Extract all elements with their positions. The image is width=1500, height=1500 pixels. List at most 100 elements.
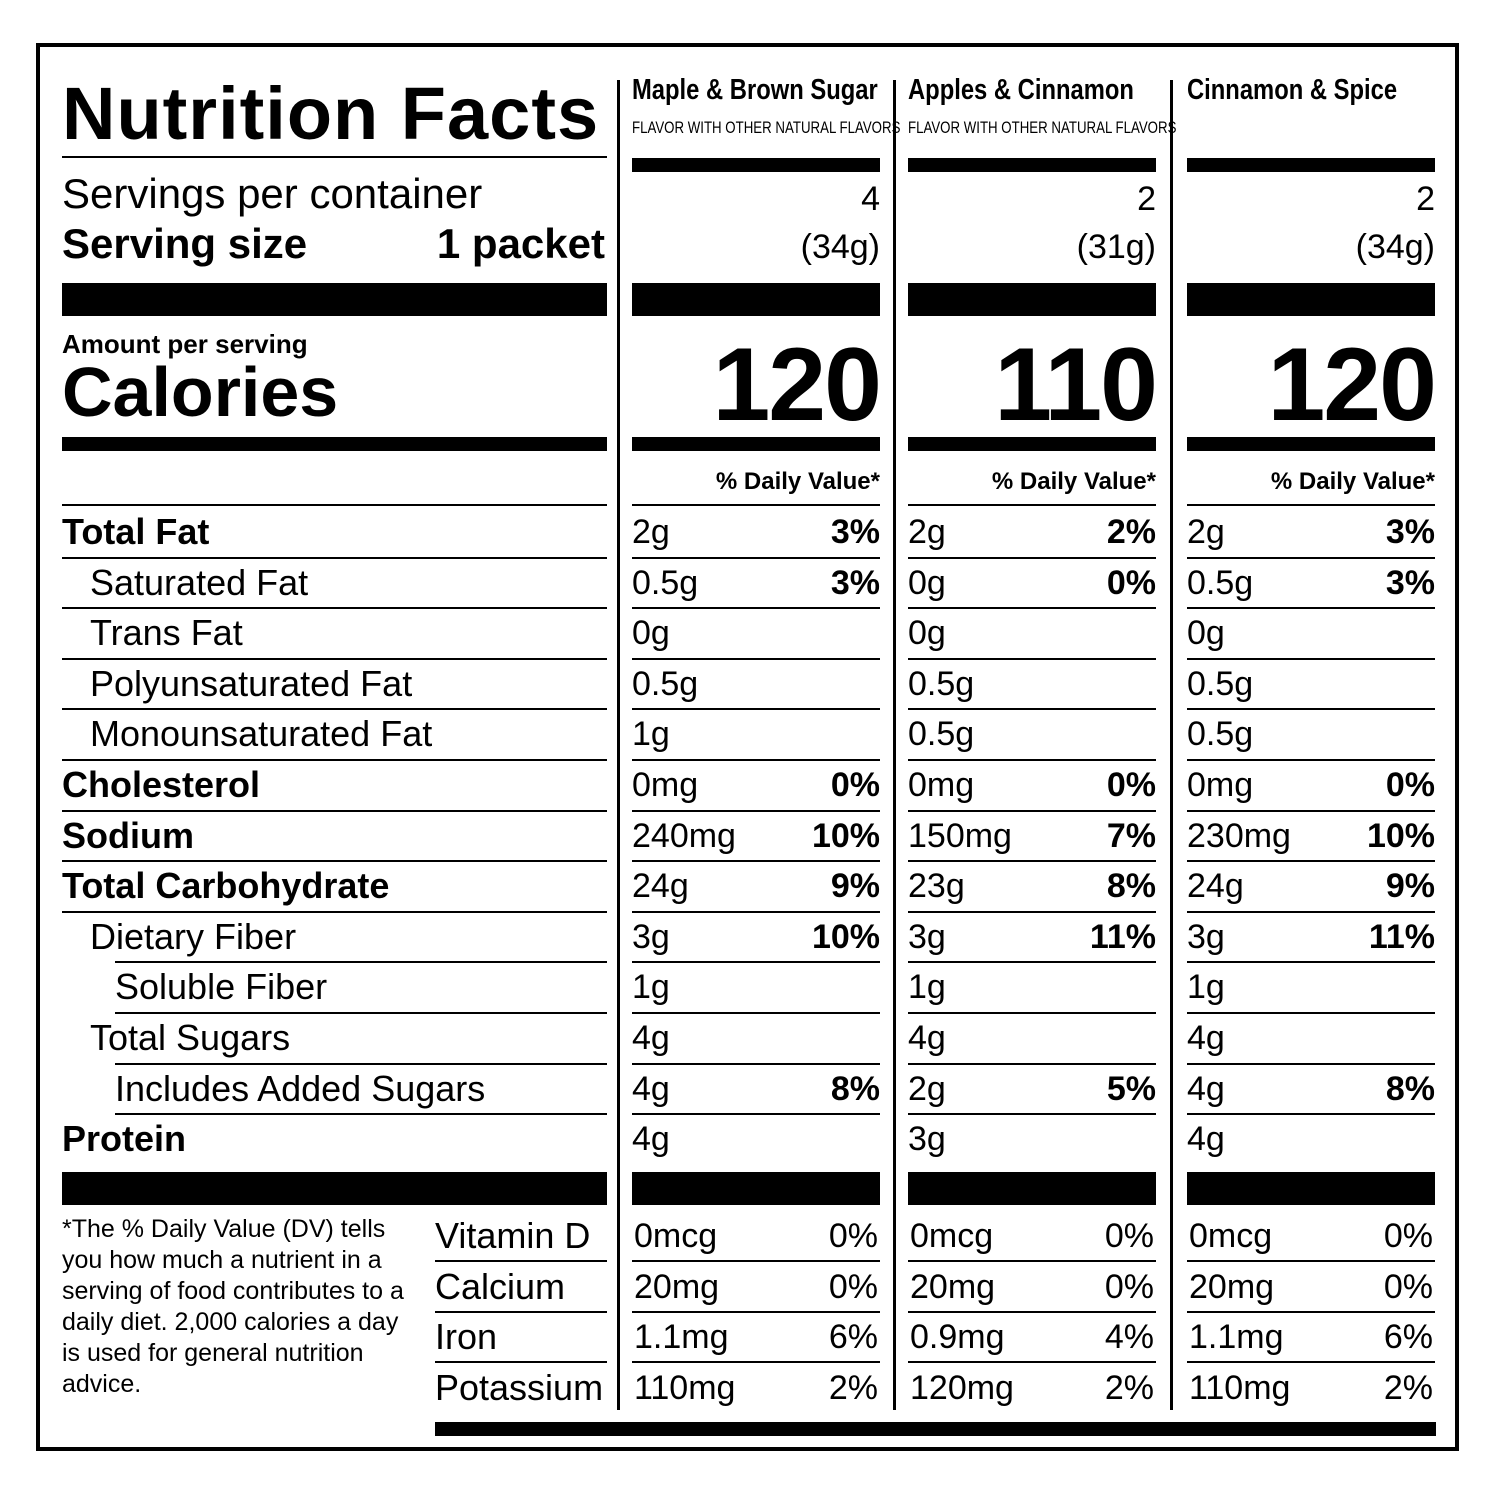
amount-cell: 2g (1187, 513, 1225, 551)
amount-cell: 2g (632, 513, 670, 551)
amount-cell: 4g (632, 1120, 670, 1159)
row-divider (632, 1310, 880, 1313)
row-divider (1187, 1260, 1435, 1262)
vitamin-percent: 0% (828, 1217, 878, 1255)
amount-cell: 0.5g (1187, 563, 1254, 602)
row-divider (632, 708, 880, 711)
row-divider (632, 961, 880, 964)
servings-value: 2 (1416, 180, 1435, 218)
row-divider (1187, 809, 1435, 812)
nutrient-label: Protein (62, 1118, 187, 1160)
vitamin-amount: 0mcg (910, 1217, 994, 1255)
flavor-subtitle: FLAVOR WITH OTHER NATURAL FLAVORS (632, 118, 901, 137)
percent-cell: 9% (1385, 867, 1435, 906)
amount-cell: 1g (632, 968, 670, 1007)
row-divider (1187, 860, 1435, 863)
percent-cell: 8% (1385, 1069, 1435, 1108)
thick-bar (62, 1172, 607, 1205)
amount-cell: 1g (908, 968, 946, 1007)
row-divider (632, 860, 880, 863)
row-divider (908, 1260, 1156, 1262)
percent-cell: 0% (1385, 766, 1435, 804)
divider (908, 504, 1156, 506)
amount-cell: 2g (908, 513, 946, 551)
amount-cell: 3g (908, 917, 946, 956)
vitamin-percent: 0% (828, 1267, 878, 1306)
nutrient-label: Dietary Fiber (90, 915, 297, 957)
thick-bar (1187, 1172, 1435, 1205)
vitamin-percent: 6% (1383, 1318, 1433, 1357)
vitamin-label: Potassium (435, 1366, 604, 1408)
row-divider (908, 759, 1156, 761)
medium-bar (632, 158, 880, 172)
row-divider (632, 809, 880, 812)
percent-cell: 11% (1368, 917, 1435, 956)
label-frame (36, 43, 1459, 1451)
percent-cell: 7% (1106, 816, 1156, 855)
vitamin-amount: 110mg (1189, 1368, 1291, 1407)
row-divider (62, 607, 607, 610)
row-divider (115, 1113, 607, 1116)
percent-cell: 0% (1106, 563, 1156, 602)
vitamin-amount: 1.1mg (634, 1318, 729, 1357)
vitamin-percent: 2% (1383, 1368, 1433, 1407)
thick-bar (908, 283, 1156, 316)
row-divider (632, 1113, 880, 1116)
percent-cell: 3% (1385, 513, 1435, 551)
serving-weight: (34g) (1355, 228, 1435, 266)
row-divider (908, 556, 1156, 559)
row-divider (632, 657, 880, 660)
daily-value-header: % Daily Value* (991, 468, 1156, 495)
amount-cell: 4g (632, 1019, 670, 1057)
row-divider (115, 961, 607, 964)
amount-cell: 0.5g (632, 563, 699, 602)
vitamin-percent: 2% (828, 1368, 878, 1407)
medium-bar (1187, 437, 1435, 451)
medium-bar (62, 437, 607, 451)
row-divider (62, 708, 607, 711)
row-divider (1187, 1113, 1435, 1116)
amount-cell: 0g (908, 614, 946, 653)
thick-bar (62, 283, 607, 316)
nutrient-label: Polyunsaturated Fat (90, 662, 413, 704)
nutrient-label: Total Sugars (90, 1017, 291, 1058)
amount-cell: 1g (1187, 968, 1225, 1007)
row-divider (908, 1310, 1156, 1313)
vitamin-amount: 110mg (634, 1368, 736, 1407)
row-divider (908, 1113, 1156, 1116)
row-divider (115, 1012, 607, 1014)
row-divider (632, 1361, 880, 1364)
percent-cell: 0% (830, 766, 880, 804)
flavor-subtitle: FLAVOR WITH OTHER NATURAL FLAVORS (908, 118, 1177, 137)
row-divider (908, 1361, 1156, 1364)
servings-value: 4 (861, 180, 880, 218)
amount-cell: 4g (1187, 1069, 1225, 1108)
thick-bar (1187, 283, 1435, 316)
row-divider (632, 607, 880, 610)
row-divider (632, 910, 880, 913)
row-divider (62, 759, 607, 761)
amount-cell: 0mg (908, 766, 975, 804)
percent-cell: 10% (811, 816, 880, 855)
row-divider (908, 1012, 1156, 1014)
amount-cell: 3g (908, 1120, 946, 1159)
vitamin-amount: 20mg (1189, 1267, 1275, 1306)
calories-value: 120 (1267, 327, 1437, 443)
nutrient-label: Saturated Fat (90, 561, 309, 603)
row-divider (908, 860, 1156, 863)
percent-cell: 3% (830, 563, 880, 602)
row-divider (435, 1361, 607, 1364)
row-divider (435, 1260, 607, 1262)
vitamin-percent: 4% (1104, 1318, 1154, 1357)
nutrient-label: Monounsaturated Fat (90, 713, 433, 755)
row-divider (1187, 910, 1435, 913)
row-divider (435, 1310, 607, 1313)
vitamin-amount: 1.1mg (1189, 1318, 1284, 1357)
row-divider (908, 1062, 1156, 1065)
vitamin-percent: 0% (1383, 1217, 1433, 1255)
amount-cell: 4g (1187, 1120, 1225, 1159)
vitamin-amount: 20mg (910, 1267, 996, 1306)
nutrient-label: Cholesterol (62, 764, 261, 805)
amount-cell: 3g (632, 917, 670, 956)
nutrient-label: Trans Fat (90, 612, 243, 654)
